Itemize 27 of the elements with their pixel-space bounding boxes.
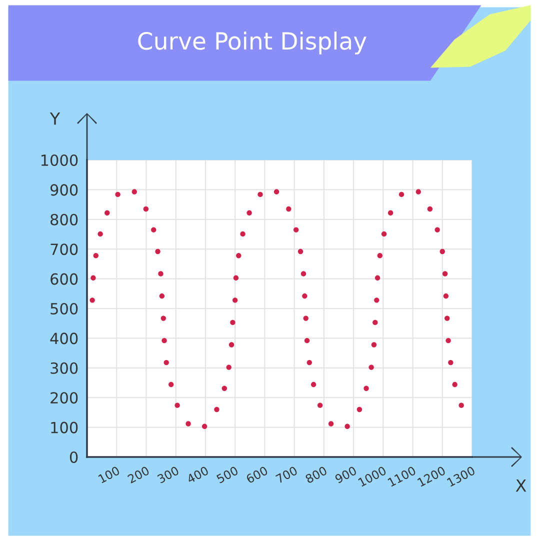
- x-tick-label: 100: [98, 466, 120, 484]
- y-tick-label: 500: [50, 302, 78, 315]
- y-tick-label: 600: [50, 273, 78, 285]
- y-axis-title: Y: [50, 112, 60, 125]
- x-tick-label: 400: [186, 466, 210, 484]
- y-tick-label: 100: [51, 422, 78, 434]
- x-tick-label: 900: [334, 466, 358, 484]
- x-tick-label: 300: [156, 466, 180, 484]
- y-tick-label: 700: [50, 244, 78, 256]
- y-tick-label: 300: [50, 362, 78, 374]
- x-tick-label: 500: [216, 466, 239, 484]
- y-tick-label: 1000: [41, 154, 78, 166]
- y-tick-label: 200: [50, 392, 78, 404]
- x-tick-label: 1100: [387, 466, 416, 487]
- x-tick-label: 200: [127, 466, 150, 484]
- x-tick-label: 1300: [446, 466, 476, 487]
- y-tick-label: 0: [70, 451, 78, 464]
- x-tick-label: 1200: [417, 466, 446, 487]
- x-tick-label: 600: [246, 466, 268, 484]
- x-axis-title: X: [516, 479, 526, 492]
- y-tick-label: 900: [50, 184, 78, 196]
- y-tick-label: 400: [50, 332, 78, 344]
- x-tick-label: 1000: [358, 466, 387, 487]
- x-tick-label: 800: [304, 466, 328, 484]
- y-tick-label: 800: [50, 214, 78, 226]
- chart-title: Curve Point Display: [138, 32, 366, 54]
- x-tick-label: 700: [275, 466, 298, 484]
